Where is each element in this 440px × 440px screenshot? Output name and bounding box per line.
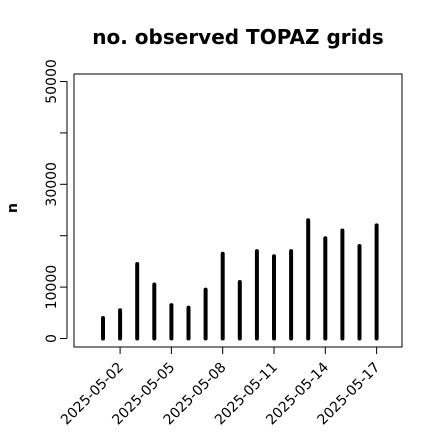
- y-tick-label: 10000: [44, 265, 60, 310]
- x-axis: 2025-05-022025-05-052025-05-082025-05-11…: [58, 346, 383, 428]
- y-axis-label: n: [5, 203, 21, 213]
- y-tick-label: 30000: [44, 162, 60, 207]
- bars-group: [101, 218, 379, 341]
- y-axis: 0 10000 30000 50000: [44, 59, 68, 343]
- y-tick-label: 0: [44, 334, 60, 343]
- y-tick-label: 50000: [44, 59, 60, 104]
- chart-title: no. observed TOPAZ grids: [92, 25, 383, 49]
